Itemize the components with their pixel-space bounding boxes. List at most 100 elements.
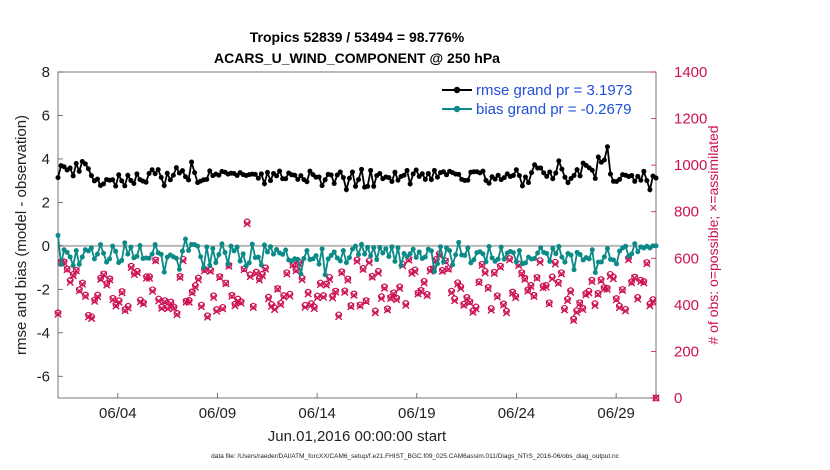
possible-marker xyxy=(490,268,498,276)
bias-point xyxy=(538,245,544,251)
rmse-point xyxy=(152,171,158,177)
bias-point xyxy=(468,260,474,266)
possible-marker xyxy=(600,284,608,292)
rmse-point xyxy=(401,172,407,178)
rmse-point xyxy=(359,166,365,172)
bias-point xyxy=(604,245,610,251)
possible-marker xyxy=(585,287,593,295)
possible-marker xyxy=(539,282,547,290)
possible-marker xyxy=(374,267,382,275)
bias-point xyxy=(298,271,304,277)
bias-point xyxy=(158,251,164,257)
possible-marker xyxy=(301,301,309,309)
possible-marker xyxy=(140,299,147,307)
assimilated-marker xyxy=(231,302,239,310)
chart-marks xyxy=(54,144,660,402)
bias-point xyxy=(264,249,270,255)
bias-point xyxy=(137,243,143,249)
rmse-point xyxy=(404,167,410,173)
bias-point xyxy=(547,258,553,264)
bias-point xyxy=(453,252,459,258)
bias-point xyxy=(374,257,380,263)
possible-marker xyxy=(457,283,465,291)
y-right-tick-label: 1400 xyxy=(674,64,707,81)
rmse-point xyxy=(316,174,322,180)
y-tick-label: 4 xyxy=(42,151,50,168)
bias-point xyxy=(261,242,267,248)
bias-point xyxy=(70,263,76,269)
bias-point xyxy=(349,246,355,252)
possible-marker xyxy=(161,297,169,305)
rmse-point xyxy=(465,177,471,183)
bias-point xyxy=(392,258,398,264)
possible-marker xyxy=(423,290,431,298)
bias-point xyxy=(258,262,264,268)
possible-marker xyxy=(475,278,483,286)
rmse-point xyxy=(128,177,134,183)
bias-point xyxy=(553,251,559,257)
bias-point xyxy=(486,244,492,250)
rmse-point xyxy=(653,175,659,181)
possible-marker xyxy=(91,296,99,304)
possible-marker xyxy=(512,292,520,300)
assimilated-marker xyxy=(115,298,123,306)
bias-point xyxy=(592,270,598,276)
rmse-point xyxy=(532,162,538,168)
possible-marker xyxy=(591,300,599,308)
possible-marker xyxy=(231,300,239,308)
rmse-point xyxy=(556,158,562,164)
possible-marker xyxy=(594,290,602,297)
axes: 8 6 4 2 0 -2 -4 -6 1400 1200 1000 800 600 400 200 0 06/0… xyxy=(37,64,708,422)
rmse-point xyxy=(179,168,185,174)
possible-marker xyxy=(79,279,86,287)
assimilated-marker xyxy=(246,272,254,281)
rmse-point xyxy=(413,167,419,173)
assimilated-marker xyxy=(615,303,624,312)
rmse-point xyxy=(641,168,647,174)
possible-marker xyxy=(255,275,263,282)
bias-point xyxy=(441,259,447,265)
bias-point xyxy=(216,252,222,258)
bias-point xyxy=(222,249,228,255)
bias-point xyxy=(653,243,659,249)
rmse-point xyxy=(571,172,577,178)
bias-point xyxy=(64,249,70,255)
possible-marker xyxy=(649,296,657,303)
rmse-point xyxy=(407,181,413,187)
rmse-point xyxy=(295,176,301,182)
possible-marker xyxy=(127,262,135,270)
legend-bias-marker xyxy=(453,105,461,113)
y-right-tick-label: 200 xyxy=(674,343,699,360)
rmse-point xyxy=(204,176,210,182)
possible-marker xyxy=(390,289,398,297)
bias-point xyxy=(91,256,97,262)
assimilated-marker xyxy=(316,280,325,289)
bias-point xyxy=(413,254,419,260)
rmse-point xyxy=(307,168,313,174)
bias-point xyxy=(122,240,128,246)
rmse-point xyxy=(116,172,122,178)
bias-point xyxy=(161,269,167,275)
bias-point xyxy=(213,260,219,266)
bias-point xyxy=(462,252,468,258)
possible-marker xyxy=(191,282,199,289)
y-tick-label: 6 xyxy=(42,107,50,124)
rmse-point xyxy=(73,160,79,166)
rmse-point xyxy=(61,164,67,170)
possible-marker xyxy=(219,304,227,311)
rmse-point xyxy=(538,165,544,171)
possible-marker xyxy=(326,273,333,281)
bias-point xyxy=(495,256,501,262)
assimilated-marker xyxy=(633,295,642,303)
rmse-point xyxy=(592,175,598,181)
bias-point xyxy=(79,254,85,260)
bias-point xyxy=(471,257,477,263)
possible-marker xyxy=(365,257,373,265)
legend-rmse-marker xyxy=(453,86,461,94)
bias-point xyxy=(237,258,243,264)
bias-point xyxy=(240,251,246,257)
assimilated-marker xyxy=(243,220,251,228)
rmse-point xyxy=(182,174,188,180)
bias-point xyxy=(589,247,595,253)
y-tick-label: 2 xyxy=(42,194,50,211)
